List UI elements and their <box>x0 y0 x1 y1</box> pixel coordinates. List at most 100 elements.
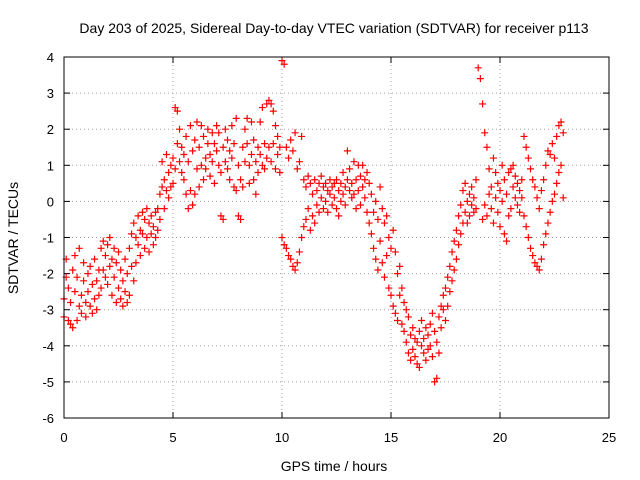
data-point <box>156 215 164 223</box>
data-point <box>468 201 476 209</box>
y-tick-label: 0 <box>47 194 54 209</box>
data-point <box>152 208 160 216</box>
data-point <box>400 298 408 306</box>
data-point <box>191 136 199 144</box>
data-point <box>182 132 190 140</box>
data-point <box>391 248 399 256</box>
data-point <box>450 237 458 245</box>
data-point <box>162 150 170 158</box>
data-point <box>513 201 521 209</box>
data-point <box>112 298 120 306</box>
data-point <box>88 280 96 288</box>
x-axis-label: GPS time / hours <box>281 458 388 474</box>
data-point <box>380 219 388 227</box>
data-point <box>529 252 537 260</box>
data-point <box>496 187 504 195</box>
data-point <box>339 169 347 177</box>
data-point <box>315 179 323 187</box>
data-point <box>317 194 325 202</box>
data-point <box>71 288 79 296</box>
data-point <box>84 270 92 278</box>
data-point <box>93 277 101 285</box>
data-point <box>304 205 312 213</box>
data-point <box>106 262 114 270</box>
data-point <box>535 266 543 274</box>
data-point <box>367 230 375 238</box>
data-point <box>533 194 541 202</box>
y-tick-label: -1 <box>42 231 54 246</box>
data-point <box>448 277 456 285</box>
data-point <box>110 273 118 281</box>
x-tick-label: 5 <box>169 430 176 445</box>
data-point <box>540 241 548 249</box>
data-point <box>84 288 92 296</box>
data-point <box>282 143 290 151</box>
y-tick-label: 4 <box>47 50 54 65</box>
data-point <box>553 132 561 140</box>
data-point <box>86 262 94 270</box>
data-point <box>173 140 181 148</box>
data-point <box>108 255 116 263</box>
data-point <box>365 179 373 187</box>
data-point <box>276 169 284 177</box>
data-point <box>287 136 295 144</box>
data-point <box>304 172 312 180</box>
data-point <box>243 114 251 122</box>
data-point <box>291 129 299 137</box>
data-point <box>407 331 415 339</box>
data-point <box>442 317 449 325</box>
data-point <box>374 215 382 223</box>
data-point <box>141 244 149 252</box>
data-point <box>258 161 266 169</box>
data-point <box>82 298 90 306</box>
data-point <box>385 234 393 241</box>
data-point <box>280 241 288 249</box>
data-point <box>389 226 397 234</box>
data-point <box>165 194 173 202</box>
data-point <box>335 212 343 220</box>
data-point <box>404 349 412 357</box>
data-point <box>228 154 236 162</box>
data-point <box>324 187 332 195</box>
data-point <box>75 244 83 252</box>
data-point <box>261 165 269 173</box>
data-point <box>197 122 205 130</box>
data-point <box>483 143 491 151</box>
data-point <box>359 183 367 191</box>
data-point <box>189 201 197 209</box>
data-point <box>285 154 293 162</box>
data-point <box>104 280 112 288</box>
data-point <box>487 183 495 191</box>
data-point <box>505 212 513 220</box>
data-point <box>234 161 242 169</box>
data-point <box>455 241 463 249</box>
data-point <box>138 230 146 238</box>
data-point <box>217 212 225 220</box>
data-point <box>309 190 317 198</box>
data-point <box>295 248 303 256</box>
data-point <box>315 208 323 216</box>
data-point <box>337 179 345 187</box>
data-point <box>516 187 524 195</box>
data-point <box>254 169 262 177</box>
x-tick-labels: 0 5 10 15 20 25 <box>60 430 616 445</box>
data-point <box>115 248 122 256</box>
data-point <box>289 262 297 270</box>
data-point <box>500 230 508 238</box>
data-point <box>232 187 240 195</box>
data-point <box>391 309 399 317</box>
data-point <box>208 129 216 137</box>
data-point <box>402 338 410 346</box>
data-point <box>485 165 493 173</box>
data-point <box>437 324 445 332</box>
data-point <box>247 150 255 158</box>
data-point <box>302 215 310 223</box>
data-point <box>398 284 406 292</box>
data-point <box>402 306 410 314</box>
data-point <box>67 320 75 328</box>
data-point <box>95 291 103 299</box>
data-point <box>169 154 177 162</box>
data-point <box>378 205 386 213</box>
data-point <box>420 335 428 343</box>
data-point <box>367 190 375 198</box>
